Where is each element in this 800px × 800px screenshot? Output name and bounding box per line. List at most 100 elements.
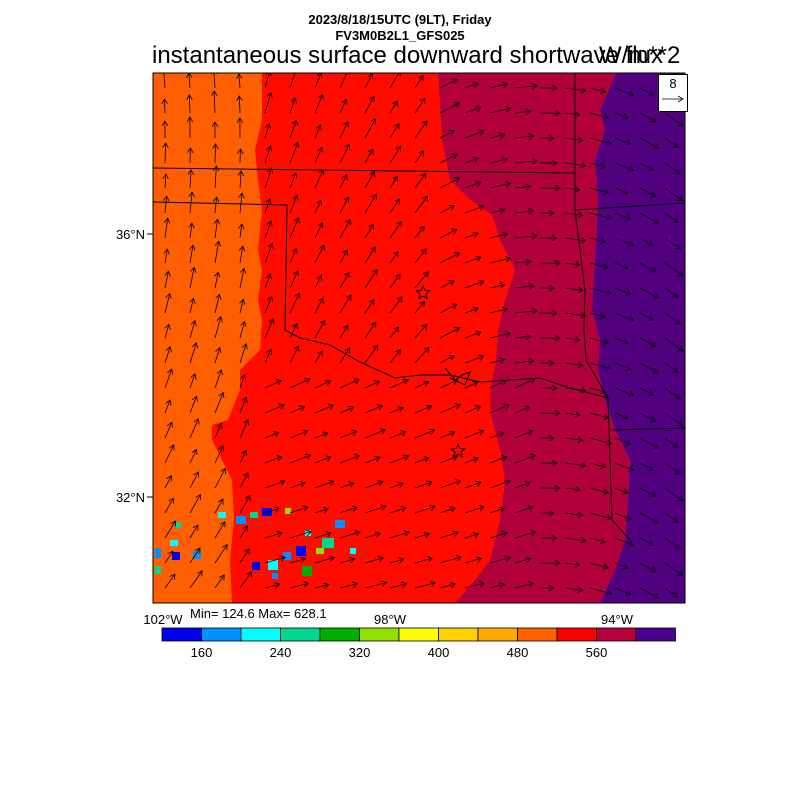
wind-vector-arrow	[489, 360, 505, 363]
colorbar-swatch	[635, 627, 676, 642]
wind-vector-arrow	[215, 197, 217, 214]
wind-vector-arrow	[339, 348, 350, 364]
wind-vector-arrow	[589, 487, 608, 493]
colorbar-swatch	[438, 627, 479, 642]
colorbar-swatch	[280, 627, 321, 642]
wind-vector-arrow	[165, 325, 169, 339]
wind-vector-arrow	[514, 261, 531, 263]
wind-vector-arrow	[639, 237, 653, 245]
wind-vector-arrow	[614, 187, 628, 193]
wind-vector-arrow	[389, 124, 399, 139]
wind-vector-arrow	[639, 312, 653, 320]
wind-vector-arrow	[514, 483, 530, 489]
wind-vector-arrow	[489, 135, 505, 138]
wind-vector-arrow	[289, 483, 305, 489]
wind-vector-arrow	[389, 380, 408, 389]
wind-vector-arrow	[564, 513, 583, 515]
wind-vector-arrow	[614, 412, 628, 418]
wind-vector-arrow	[215, 219, 218, 239]
wind-vector-arrow	[264, 481, 285, 489]
wind-vector-arrow	[314, 200, 321, 214]
wind-vector-arrow	[514, 286, 534, 288]
wind-vector-arrow	[189, 472, 198, 489]
wind-vector-arrow	[339, 220, 350, 239]
wind-vector-arrow	[489, 584, 505, 589]
wind-vector-arrow	[639, 162, 653, 170]
wind-vector-arrow	[464, 206, 484, 214]
wind-vector-arrow	[314, 95, 323, 114]
wind-vector-arrow	[489, 481, 510, 489]
wind-vector-arrow	[314, 147, 322, 164]
colorbar-swatch	[556, 627, 597, 642]
wind-vector-arrow	[639, 537, 653, 545]
wind-vector-arrow	[664, 537, 680, 549]
wind-vector-arrow	[414, 272, 428, 289]
wind-vector-arrow	[364, 506, 386, 514]
wind-vector-arrow	[564, 438, 583, 440]
wind-vector-arrow	[614, 537, 634, 545]
wind-vector-arrow	[264, 243, 272, 264]
wind-vector-arrow	[339, 407, 354, 414]
colorbar-tick-label: 400	[427, 645, 450, 660]
wind-vector-arrow	[489, 405, 509, 414]
units-label: W/m**2	[599, 42, 681, 69]
wind-vector-arrow	[564, 188, 580, 190]
lat-label-36n: 36°N	[116, 227, 145, 242]
wind-vector-arrow	[239, 344, 246, 364]
wind-vector-arrow	[439, 131, 454, 139]
wind-vector-arrow	[514, 211, 534, 213]
wind-vector-arrow	[239, 74, 240, 89]
wind-vector-arrow	[464, 507, 484, 514]
wind-vector-arrow	[639, 362, 658, 373]
wind-vector-arrow	[414, 558, 432, 564]
wind-vector-arrow	[189, 343, 196, 364]
wind-vector-arrow	[214, 499, 223, 514]
wind-vector-arrow	[189, 548, 200, 564]
wind-vector-arrow	[314, 125, 321, 139]
wind-vector-arrow	[414, 430, 435, 439]
wind-vector-arrow	[564, 313, 586, 316]
wind-vector-arrow	[414, 482, 432, 489]
wind-vector-arrow	[289, 98, 295, 114]
colorbar-tick-label: 240	[269, 645, 292, 660]
wind-vector-arrow	[214, 91, 215, 114]
wind-vector-arrow	[439, 281, 454, 289]
wind-vector-arrow	[414, 302, 425, 314]
wind-vector-arrow	[489, 457, 507, 464]
wind-vector-arrow	[439, 154, 457, 164]
state-boundaries	[153, 73, 685, 541]
wind-vector-arrow	[314, 245, 324, 264]
wind-vector-arrow	[364, 406, 382, 414]
wind-vector-arrow	[389, 483, 403, 489]
wind-vector-arrow	[489, 557, 510, 564]
wind-vector-arrow	[439, 356, 454, 364]
wind-vector-arrow	[314, 298, 323, 314]
wind-vector-arrow	[514, 186, 531, 188]
wind-vector-arrow	[564, 563, 580, 565]
colorbar-swatch	[201, 627, 242, 642]
wind-vector-arrow	[314, 351, 322, 364]
wind-vector-arrow	[414, 196, 428, 214]
wind-vector-arrow	[165, 271, 168, 289]
field-purple-region	[592, 73, 685, 603]
wind-vector-arrow	[264, 319, 273, 339]
field-crimson-region	[438, 73, 630, 603]
wind-vector-arrow	[664, 237, 680, 249]
wind-vector-arrow	[614, 337, 628, 343]
min-max-label: Min= 124.6 Max= 628.1	[190, 606, 327, 621]
wind-vector-field	[164, 73, 683, 598]
wind-vector-arrow	[639, 112, 656, 122]
wind-vector-arrow	[464, 308, 478, 314]
wind-vector-arrow	[514, 559, 530, 564]
colorbar-tick-label: 320	[348, 645, 371, 660]
wind-vector-arrow	[589, 362, 611, 369]
wind-vector-arrow	[289, 218, 299, 239]
wind-vector-arrow	[239, 375, 245, 389]
wind-vector-arrow	[264, 457, 282, 464]
wind-vector-arrow	[664, 512, 678, 522]
wind-vector-arrow	[339, 144, 349, 164]
wind-vector-arrow	[164, 574, 175, 589]
wind-vector-arrow	[564, 138, 583, 140]
wind-vector-arrow	[264, 405, 284, 414]
wind-vector-arrow	[664, 262, 683, 276]
